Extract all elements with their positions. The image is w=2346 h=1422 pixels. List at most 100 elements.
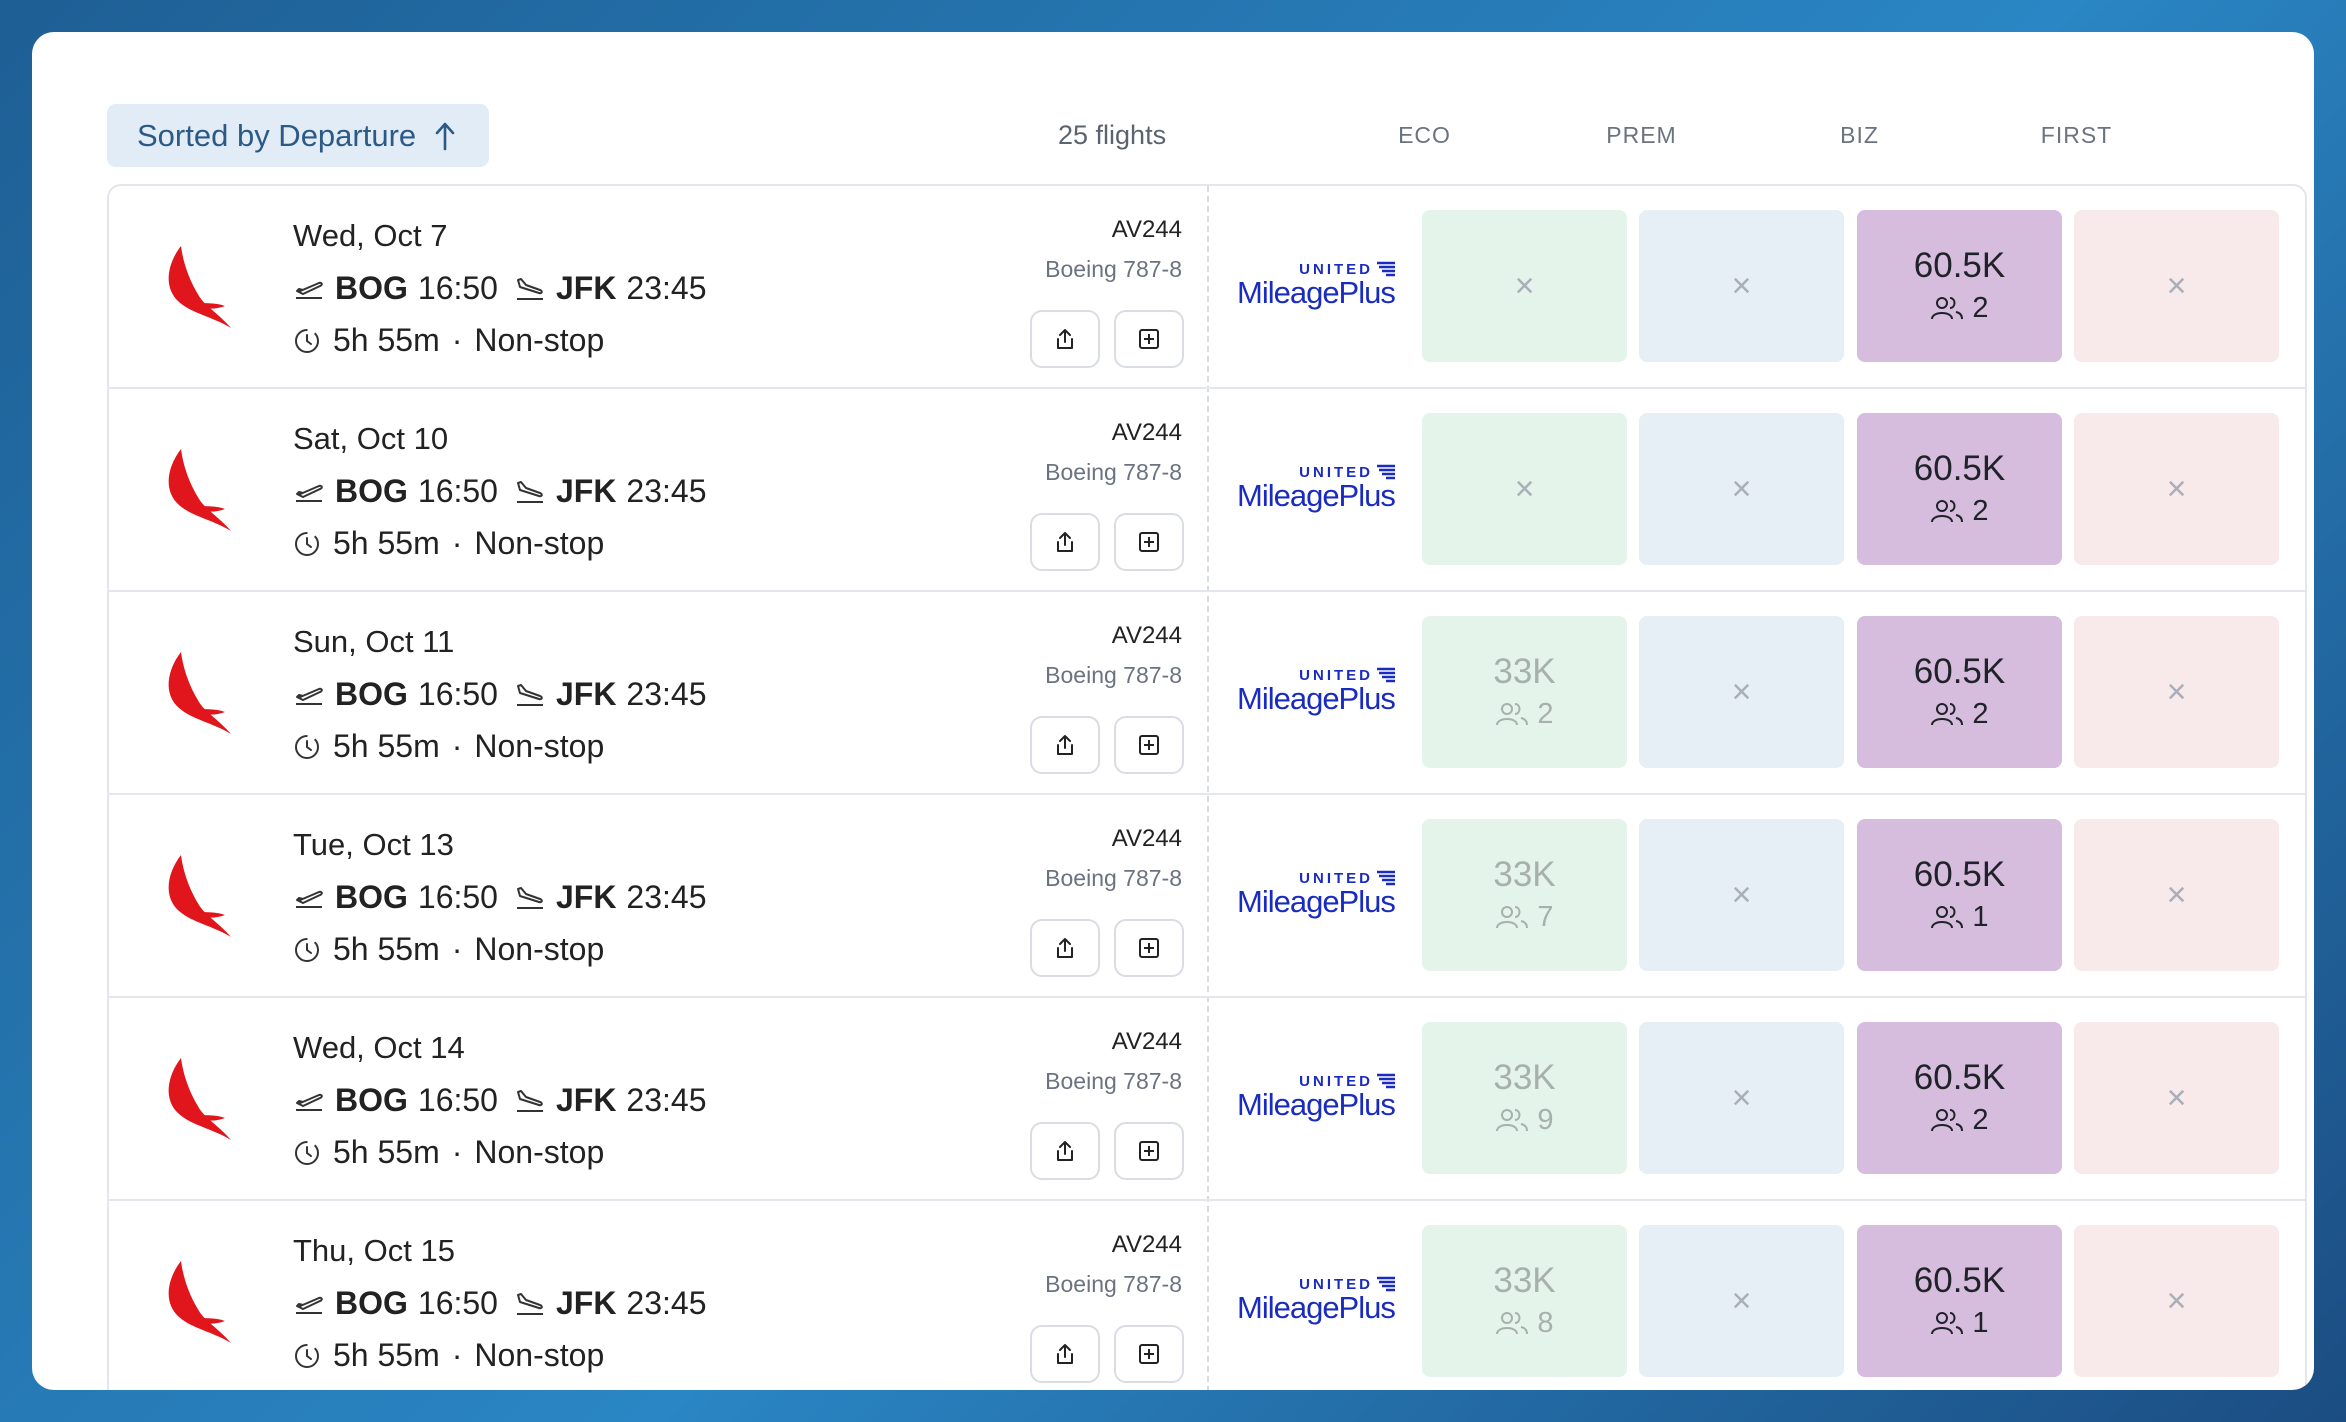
add-button[interactable]: [1114, 1325, 1184, 1383]
arrival: JFK 23:45: [514, 270, 707, 307]
fare-price: 60.5K: [1913, 1261, 2006, 1301]
add-button[interactable]: [1114, 1122, 1184, 1180]
add-button[interactable]: [1114, 310, 1184, 368]
stops: Non-stop: [474, 322, 605, 358]
eco-fare-cell[interactable]: 33K 8: [1422, 1225, 1627, 1377]
landing-icon: [516, 886, 543, 909]
airline-logo-icon: [168, 246, 231, 328]
prem-fare-cell[interactable]: ×: [1639, 413, 1844, 565]
eco-fare-cell[interactable]: ×: [1422, 413, 1627, 565]
share-button[interactable]: [1030, 1122, 1100, 1180]
departure-time: 16:50: [417, 676, 498, 712]
first-fare-cell[interactable]: ×: [2074, 1225, 2279, 1377]
duration: 5h 55m: [333, 931, 440, 967]
landing-icon: [516, 1292, 543, 1315]
close-icon: ×: [1731, 267, 1752, 305]
share-button[interactable]: [1030, 513, 1100, 571]
duration: 5h 55m: [333, 322, 440, 358]
first-fare-cell[interactable]: ×: [2074, 413, 2279, 565]
flight-number: AV244: [1111, 622, 1182, 649]
column-header-prem[interactable]: PREM: [1606, 122, 1677, 148]
biz-fare-cell[interactable]: 60.5K 2: [1857, 1022, 2062, 1174]
united-flag-icon: [1377, 1073, 1395, 1089]
prem-fare-cell[interactable]: ×: [1639, 210, 1844, 362]
mileageplus-logo: UNITED MileagePlus: [1237, 870, 1397, 926]
eco-fare-cell[interactable]: 33K 9: [1422, 1022, 1627, 1174]
program-top: UNITED: [1299, 1073, 1373, 1090]
first-fare-cell[interactable]: ×: [2074, 210, 2279, 362]
flight-date: Thu, Oct 15: [293, 1233, 455, 1268]
add-button[interactable]: [1114, 716, 1184, 774]
biz-fare-cell[interactable]: 60.5K 1: [1857, 1225, 2062, 1377]
seats-available: 2: [1495, 698, 1554, 731]
departure: BOG 16:50: [293, 1082, 498, 1119]
sort-button[interactable]: Sorted by Departure: [107, 104, 489, 167]
flight-row[interactable]: Thu, Oct 15 BOG 16:50 JFK 23:45 5h 55m ·…: [109, 1201, 2305, 1390]
close-icon: ×: [2166, 673, 2187, 711]
seats-icon: [1496, 906, 1529, 929]
prem-fare-cell[interactable]: ×: [1639, 1022, 1844, 1174]
eco-fare-cell[interactable]: 33K 7: [1422, 819, 1627, 971]
biz-fare-cell[interactable]: 60.5K 1: [1857, 819, 2062, 971]
origin-code: BOG: [335, 879, 408, 915]
add-button[interactable]: [1114, 513, 1184, 571]
fare-price: 33K: [1493, 1058, 1556, 1098]
origin-code: BOG: [335, 270, 408, 306]
arrival-time: 23:45: [626, 1285, 707, 1321]
program-name: MileagePlus: [1237, 275, 1396, 310]
share-icon: [1057, 1141, 1073, 1161]
column-header-eco[interactable]: ECO: [1398, 122, 1451, 148]
mileageplus-logo: UNITED MileagePlus: [1237, 667, 1397, 723]
takeoff-icon: [296, 1296, 323, 1314]
seats-available: 7: [1495, 901, 1554, 934]
mileageplus-logo: UNITED MileagePlus: [1237, 261, 1397, 317]
share-button[interactable]: [1030, 919, 1100, 977]
program-name: MileagePlus: [1237, 1087, 1396, 1122]
share-button[interactable]: [1030, 310, 1100, 368]
clock-icon: [295, 531, 319, 556]
close-icon: ×: [2166, 1282, 2187, 1320]
flight-number: AV244: [1111, 419, 1182, 446]
arrival-time: 23:45: [626, 676, 707, 712]
arrival: JFK 23:45: [514, 676, 707, 713]
eco-fare-cell[interactable]: 33K 2: [1422, 616, 1627, 768]
takeoff-icon: [296, 281, 323, 299]
column-header-first[interactable]: FIRST: [2040, 122, 2113, 148]
flight-row[interactable]: Sun, Oct 11 BOG 16:50 JFK 23:45 5h 55m ·…: [109, 592, 2305, 795]
first-fare-cell[interactable]: ×: [2074, 616, 2279, 768]
add-button[interactable]: [1114, 919, 1184, 977]
flight-row[interactable]: Sat, Oct 10 BOG 16:50 JFK 23:45 5h 55m ·…: [109, 389, 2305, 592]
column-header-biz[interactable]: BIZ: [1840, 122, 1879, 148]
flight-row[interactable]: Wed, Oct 14 BOG 16:50 JFK 23:45 5h 55m ·…: [109, 998, 2305, 1201]
separator-dot: ·: [451, 1134, 463, 1170]
biz-fare-cell[interactable]: 60.5K 2: [1857, 210, 2062, 362]
arrival-time: 23:45: [626, 270, 707, 306]
program-name: MileagePlus: [1237, 478, 1396, 513]
flight-row[interactable]: Tue, Oct 13 BOG 16:50 JFK 23:45 5h 55m ·…: [109, 795, 2305, 998]
prem-fare-cell[interactable]: ×: [1639, 1225, 1844, 1377]
seats-count: 2: [1972, 697, 1989, 730]
seats-available: 9: [1495, 1104, 1554, 1137]
origin-code: BOG: [335, 473, 408, 509]
duration-line: 5h 55m · Non-stop: [293, 728, 604, 765]
first-fare-cell[interactable]: ×: [2074, 819, 2279, 971]
flight-date: Wed, Oct 7: [293, 218, 448, 253]
biz-fare-cell[interactable]: 60.5K 2: [1857, 413, 2062, 565]
sort-label: Sorted by Departure: [137, 117, 417, 153]
mileageplus-logo: UNITED MileagePlus: [1237, 464, 1397, 520]
flight-row[interactable]: Wed, Oct 7 BOG 16:50 JFK 23:45 5h 55m · …: [109, 186, 2305, 389]
biz-fare-cell[interactable]: 60.5K 2: [1857, 616, 2062, 768]
share-button[interactable]: [1030, 716, 1100, 774]
duration: 5h 55m: [333, 525, 440, 561]
destination-code: JFK: [555, 270, 617, 306]
departure-time: 16:50: [417, 879, 498, 915]
share-button[interactable]: [1030, 1325, 1100, 1383]
route: BOG 16:50 JFK 23:45: [293, 270, 723, 307]
fare-price: 60.5K: [1913, 855, 2006, 895]
first-fare-cell[interactable]: ×: [2074, 1022, 2279, 1174]
eco-fare-cell[interactable]: ×: [1422, 210, 1627, 362]
seats-icon: [1931, 703, 1964, 726]
takeoff-icon: [296, 484, 323, 502]
prem-fare-cell[interactable]: ×: [1639, 616, 1844, 768]
prem-fare-cell[interactable]: ×: [1639, 819, 1844, 971]
